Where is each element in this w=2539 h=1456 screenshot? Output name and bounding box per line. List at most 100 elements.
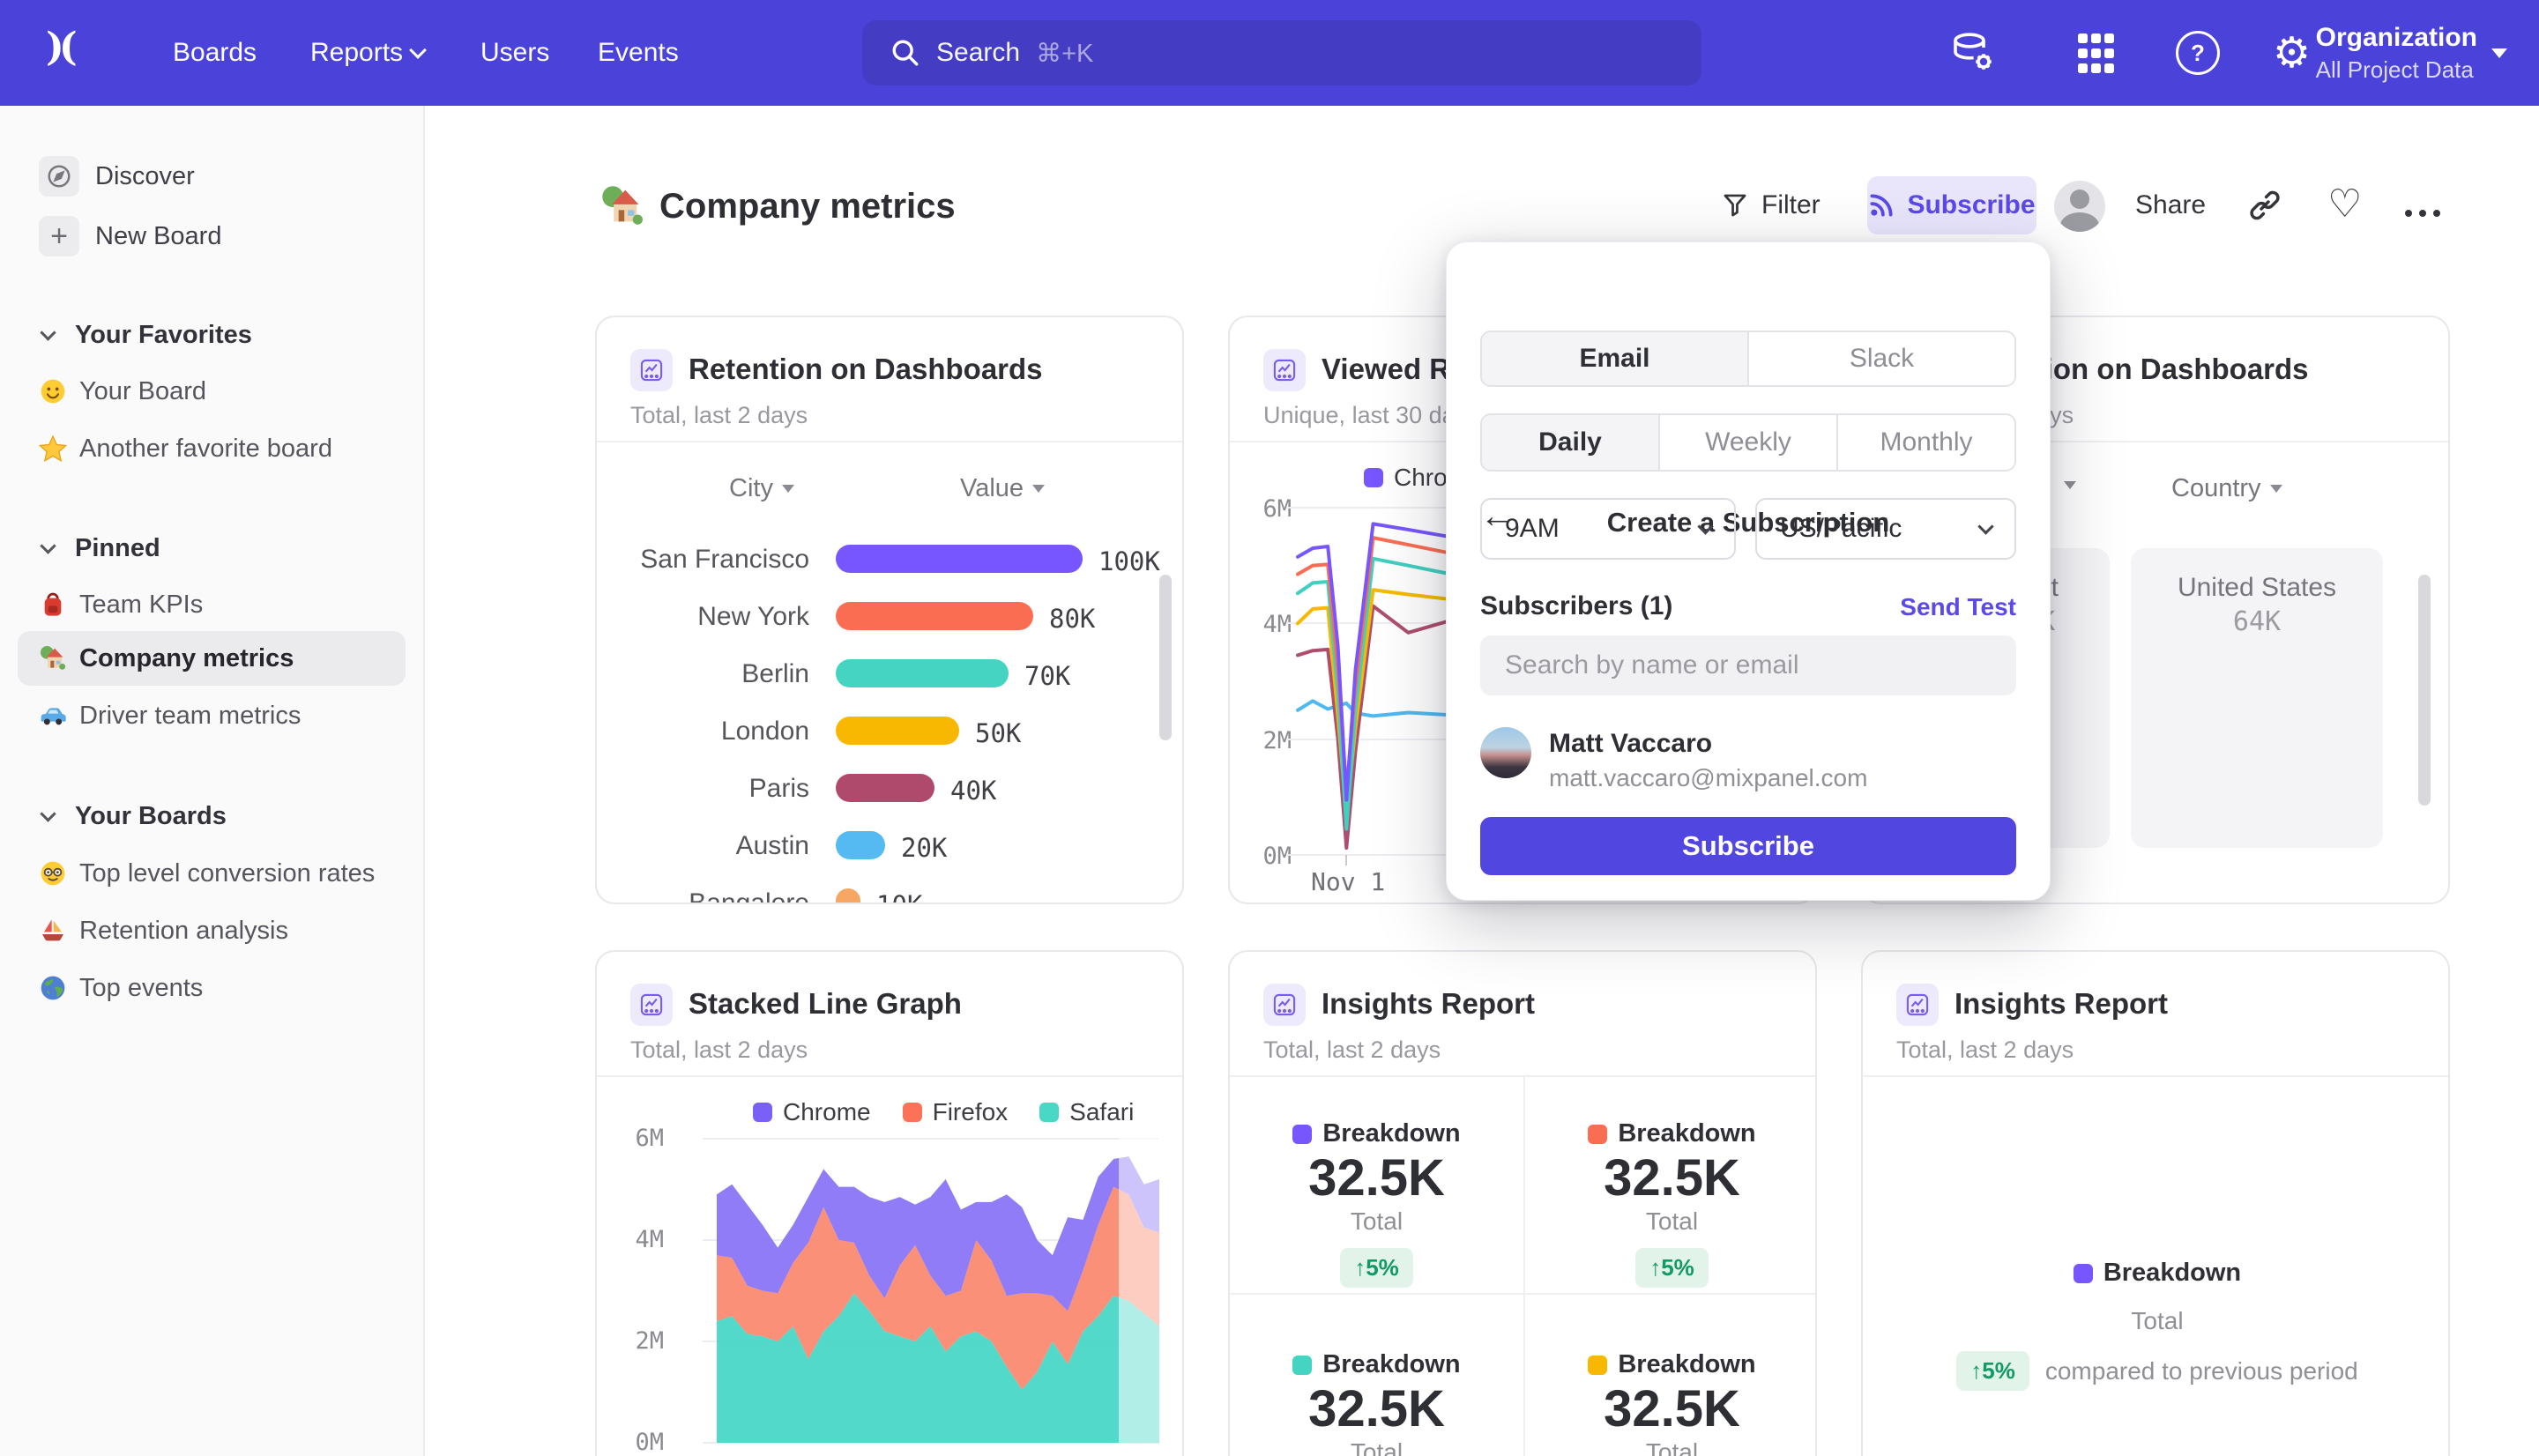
sidebar-section-your-boards[interactable]: Your Boards (0, 791, 423, 841)
org-project: All Project Data (2315, 56, 2474, 83)
help-icon[interactable]: ? (2176, 0, 2220, 106)
card-subtitle: Total, last 2 days (630, 402, 808, 428)
card-insights-report: Insights Report Total, last 2 days Break… (1228, 950, 1817, 1456)
chevron-down-icon (40, 537, 56, 554)
search-icon (892, 40, 919, 66)
tab-slack[interactable]: Slack (1747, 332, 2014, 385)
timezone-select[interactable]: US/Pacific (1755, 498, 2016, 560)
row-value: 70K (1024, 661, 1071, 691)
divider (1863, 1075, 2448, 1077)
data-management-icon[interactable] (1950, 0, 1996, 106)
sidebar-item-label: Another favorite board (79, 434, 332, 463)
card-scrollbar[interactable] (2418, 575, 2431, 806)
card-scrollbar[interactable] (1159, 575, 1172, 740)
card-subtitle: Total, last 2 days (630, 1036, 808, 1063)
sidebar-section-title: Pinned (75, 533, 160, 562)
nav-item-boards[interactable]: Boards (173, 0, 257, 106)
sidebar-item-team-kpis[interactable]: Team KPIs (0, 577, 423, 632)
copy-link-icon[interactable] (2248, 189, 2282, 227)
favorite-heart-icon[interactable]: ♡ (2327, 182, 2363, 226)
chevron-down-icon (40, 805, 56, 822)
mixpanel-logo-icon[interactable]: )( (46, 25, 78, 70)
sidebar-section-your-favorites[interactable]: Your Favorites (0, 310, 423, 360)
sidebar-item-your-board[interactable]: Your Board (0, 364, 423, 419)
org-switcher[interactable]: Organization All Project Data (2316, 0, 2507, 106)
rss-icon (1870, 194, 1893, 217)
sidebar-item-new-board[interactable]: + New Board (0, 208, 423, 264)
metric-total-label: Total (1350, 1207, 1404, 1235)
share-button[interactable]: Share (2135, 190, 2206, 220)
y-axis-label: 0M (1262, 843, 1292, 870)
sidebar-section-pinned[interactable]: Pinned (0, 524, 423, 573)
y-axis-label: 4M (1262, 611, 1292, 638)
row-label: San Francisco (640, 545, 809, 574)
legend-item-safari[interactable]: Safari (1039, 1098, 1134, 1126)
card-title: Retention on Dashboards (689, 353, 1043, 385)
tab-email[interactable]: Email (1482, 332, 1747, 385)
nav-label: Users (480, 38, 550, 67)
legend-item-firefox[interactable]: Firefox (902, 1098, 1008, 1126)
nav-item-users[interactable]: Users (480, 0, 549, 106)
emoji-house-icon (599, 183, 645, 229)
tab-weekly[interactable]: Weekly (1658, 415, 1836, 470)
filter-button[interactable]: Filter (1721, 190, 1820, 220)
subscribe-button[interactable]: Subscribe (1867, 176, 2036, 234)
metric-tile: Breakdown 32.5K Total ↑5% (1525, 1119, 1815, 1288)
emoji-smile-icon (39, 377, 67, 405)
emoji-star-icon (39, 435, 67, 463)
card-title: Insights Report (1322, 987, 1536, 1020)
sidebar-item-label: Team KPIs (79, 590, 204, 619)
chart-legend: Chrome Firefox Safari (753, 1098, 1134, 1126)
sidebar-item-discover[interactable]: Discover (0, 148, 423, 204)
column-header-value[interactable]: Value (960, 474, 1046, 503)
time-select[interactable]: 9AM (1480, 498, 1736, 560)
tab-daily[interactable]: Daily (1482, 415, 1658, 470)
sort-caret-icon[interactable] (2064, 481, 2076, 489)
y-axis-label: 6M (635, 1125, 664, 1152)
modal-subscribe-button[interactable]: Subscribe (1480, 817, 2016, 875)
sidebar-item-top-level-conversion-rates[interactable]: Top level conversion rates (0, 846, 423, 901)
column-header-city[interactable]: City (729, 474, 794, 503)
row-label: Paris (748, 774, 809, 803)
sidebar-item-label: New Board (95, 221, 222, 250)
metric-tile: Breakdown Total ↑5% compared to previous… (1863, 1259, 2448, 1391)
more-options-button[interactable] (2405, 210, 2440, 217)
emoji-nerd-icon (39, 859, 67, 888)
user-avatar[interactable] (2054, 181, 2105, 232)
sidebar-section-title: Your Favorites (75, 320, 252, 349)
metric-total-label: Total (1645, 1438, 1699, 1456)
send-test-link[interactable]: Send Test (1900, 593, 2016, 620)
share-label: Share (2135, 190, 2207, 219)
nav-item-events[interactable]: Events (598, 0, 679, 106)
series-dot (1292, 1355, 1313, 1375)
emoji-car-icon (39, 702, 67, 730)
row-value: 10K (876, 890, 922, 903)
nav-item-reports[interactable]: Reports (310, 0, 427, 106)
card-stacked-line-graph: Stacked Line Graph Total, last 2 days Ch… (595, 950, 1184, 1456)
tab-monthly[interactable]: Monthly (1836, 415, 2014, 470)
report-icon (1263, 984, 1306, 1026)
create-subscription-modal: ← Create a Subscription Email Slack Dail… (1446, 241, 2051, 901)
emoji-globe-icon (39, 974, 67, 1002)
sidebar-item-label: Top events (79, 973, 204, 1002)
sidebar-item-retention-analysis[interactable]: Retention analysis (0, 903, 423, 958)
subscriber-search-input[interactable] (1480, 635, 2016, 695)
top-navbar: )( Boards Reports Users Events Search ⌘+… (0, 0, 2539, 106)
emoji-house-icon (39, 644, 67, 672)
modal-title: Create a Subscription (1606, 507, 1890, 538)
card-subtitle: Total, last 2 days (1263, 1036, 1441, 1063)
report-icon (1263, 349, 1306, 391)
sidebar-item-another-favorite-board[interactable]: Another favorite board (0, 421, 423, 476)
sidebar-item-driver-team-metrics[interactable]: Driver team metrics (0, 688, 423, 743)
global-search-input[interactable]: Search ⌘+K (862, 20, 1701, 85)
apps-grid-icon[interactable] (2078, 0, 2114, 106)
series-dot (1292, 1124, 1313, 1144)
subscriber-email: matt.vaccaro@mixpanel.com (1549, 764, 1868, 791)
y-axis-label: 2M (635, 1327, 664, 1355)
legend-item-chrome[interactable]: Chrome (753, 1098, 871, 1126)
sidebar-item-company-metrics[interactable]: Company metrics (18, 631, 406, 686)
settings-gear-icon[interactable]: ⚙ (2273, 30, 2312, 77)
column-header-country[interactable]: Country (2171, 474, 2282, 503)
report-icon (1896, 984, 1939, 1026)
sidebar-item-top-events[interactable]: Top events (0, 961, 423, 1015)
